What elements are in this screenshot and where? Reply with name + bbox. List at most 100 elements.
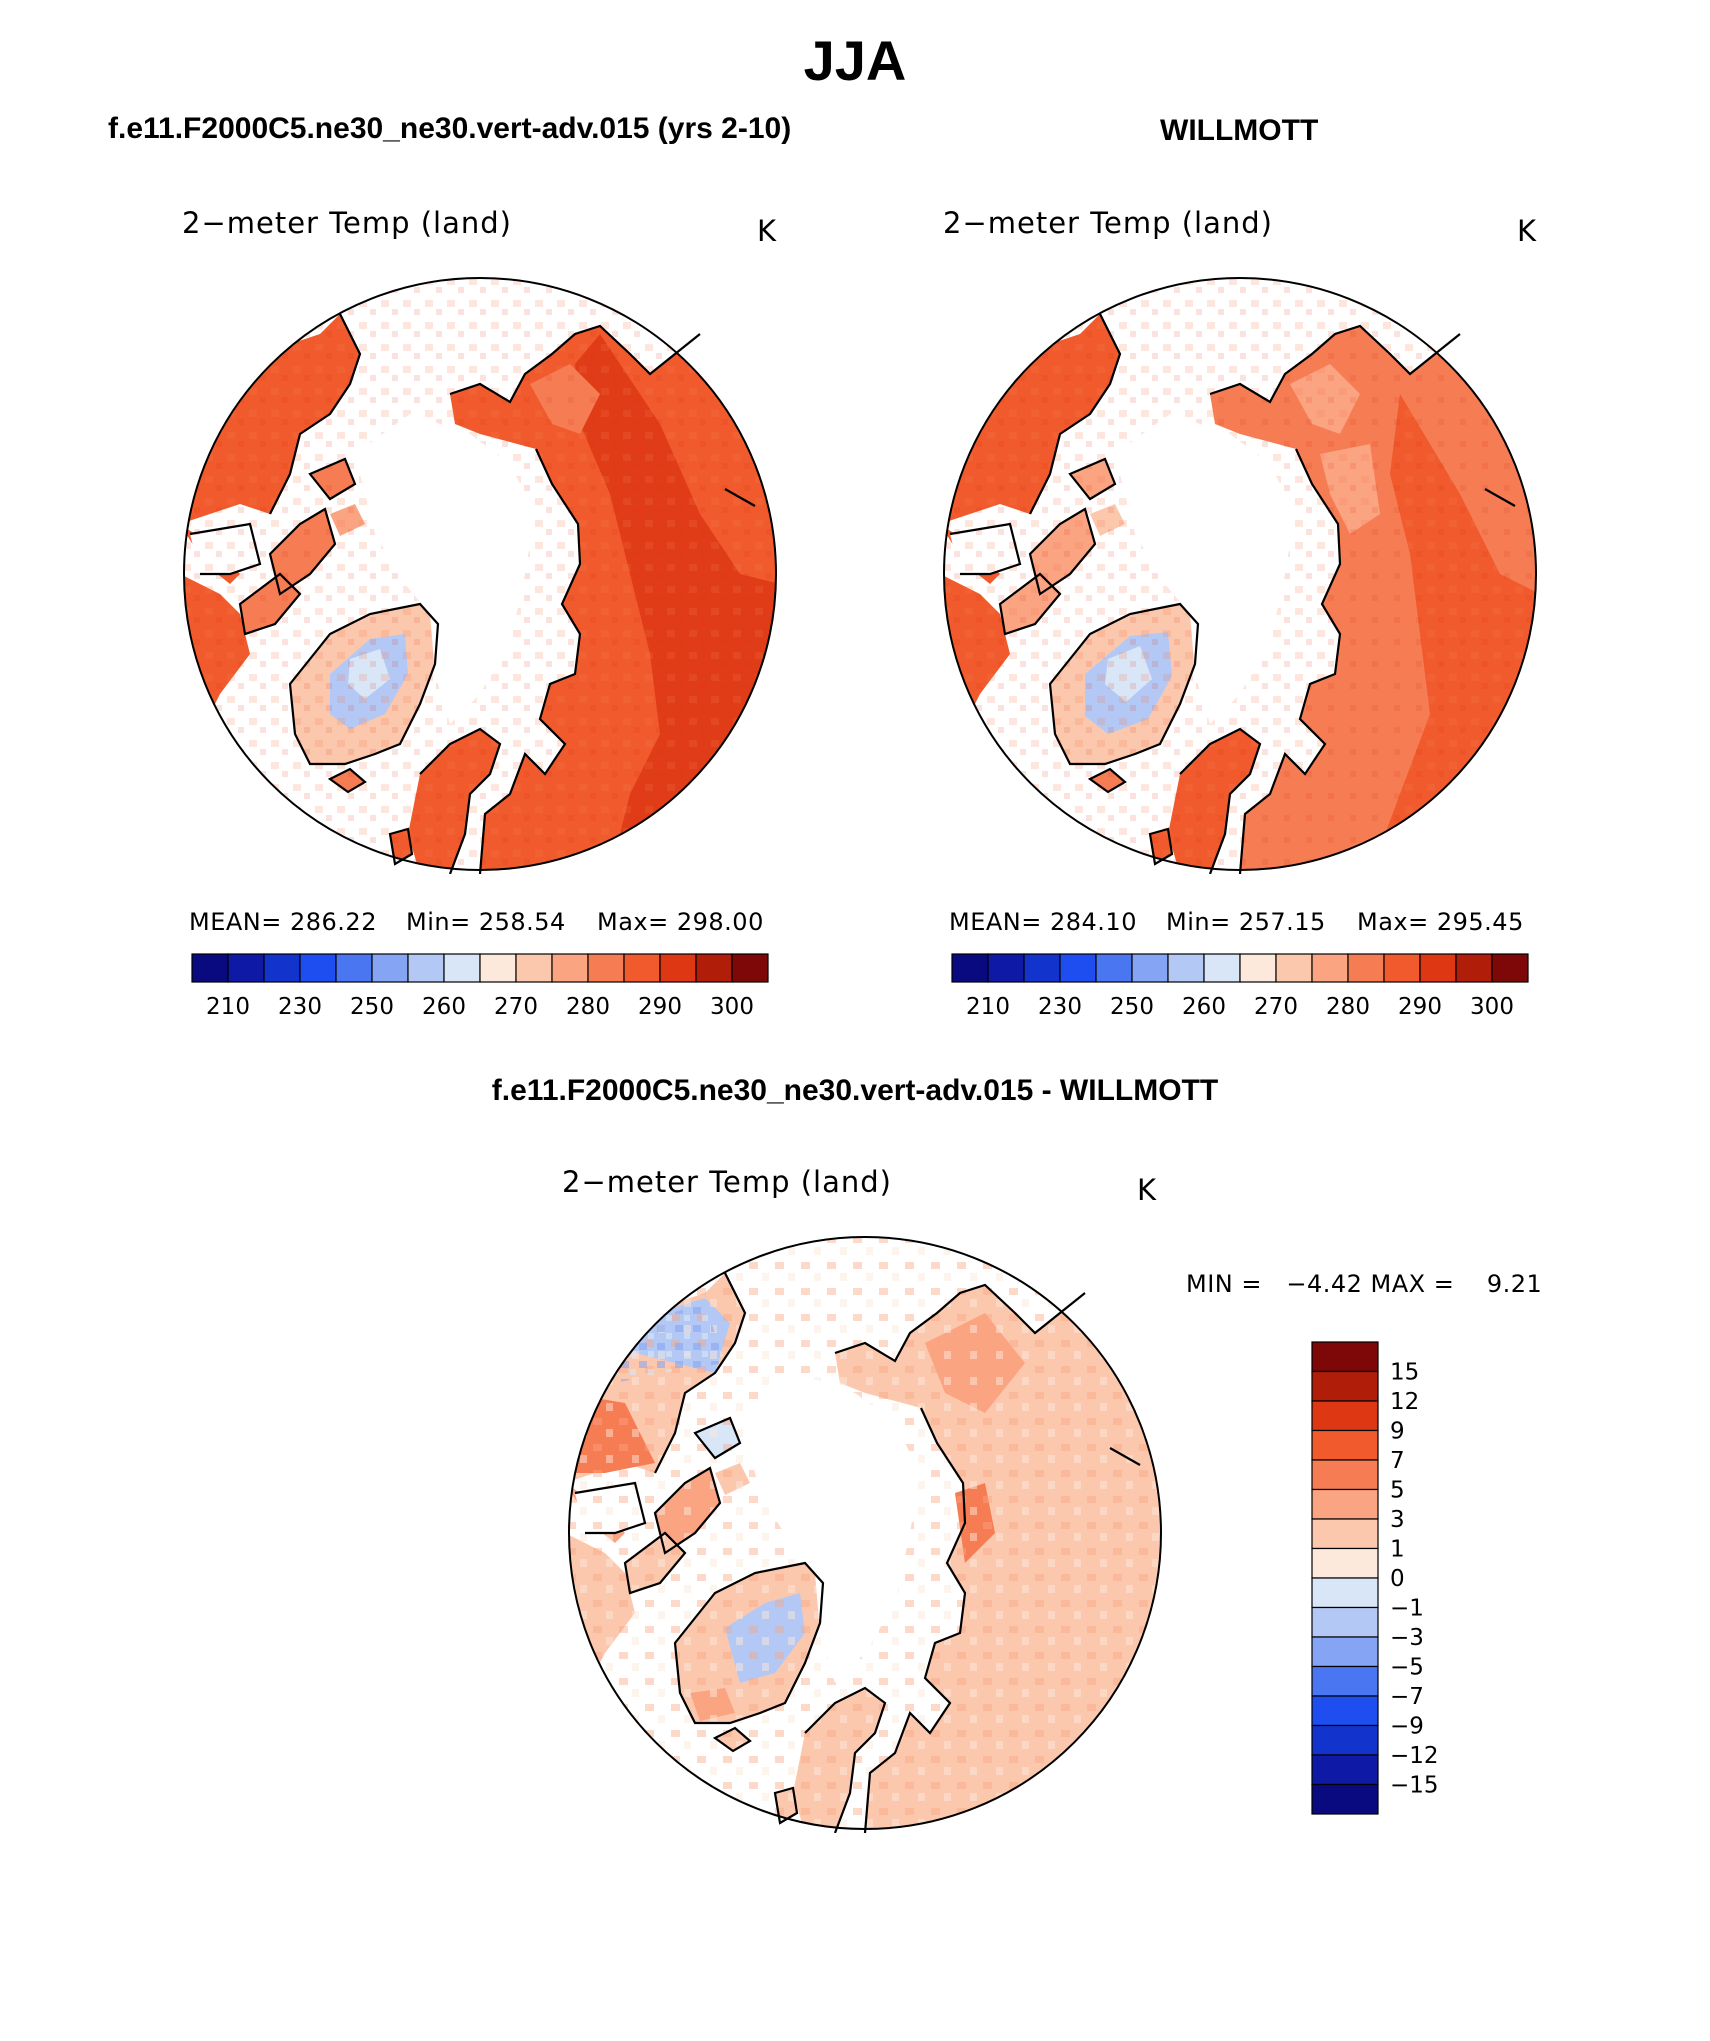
model-colorbar-labels: 210 230 250 260 270 280 290 300 xyxy=(206,994,754,1020)
model-max-text: Max= 298.00 xyxy=(597,908,764,936)
model-colorbar-swatch xyxy=(299,953,337,983)
model-colorbar-label: 270 xyxy=(494,994,538,1020)
model-polar-map xyxy=(183,277,777,874)
obs-colorbar-label: 270 xyxy=(1254,994,1298,1020)
diff-colorbar-swatch xyxy=(1311,1547,1379,1579)
model-colorbar-swatch xyxy=(227,953,265,983)
model-colorbar-label: 300 xyxy=(710,994,754,1020)
diff-colorbar-swatch xyxy=(1311,1783,1379,1815)
obs-colorbar-swatches xyxy=(951,953,1529,983)
obs-colorbar-swatch xyxy=(1455,953,1493,983)
model-colorbar-swatch xyxy=(335,953,373,983)
model-colorbar-swatch xyxy=(587,953,625,983)
diff-colorbar-label: −1 xyxy=(1390,1596,1424,1622)
model-colorbar-label: 260 xyxy=(422,994,466,1020)
diff-colorbar-swatches xyxy=(1311,1341,1379,1815)
obs-colorbar-swatch xyxy=(1239,953,1277,983)
diff-colorbar-label: −12 xyxy=(1390,1743,1439,1769)
model-colorbar-label: 290 xyxy=(638,994,682,1020)
obs-min-text: Min= 257.15 xyxy=(1166,908,1326,936)
obs-colorbar-swatch xyxy=(951,953,989,983)
diff-colorbar: 15 12 9 7 5 3 1 0 −1 −3 −5 −7 −9 −12 −15 xyxy=(1311,1341,1439,1815)
diff-colorbar-label: −5 xyxy=(1390,1655,1424,1681)
obs-colorbar-swatch xyxy=(1347,953,1385,983)
obs-heading: WILLMOTT xyxy=(1160,114,1319,147)
obs-colorbar-swatch xyxy=(1167,953,1205,983)
model-colorbar-swatch xyxy=(263,953,301,983)
model-colorbar-swatch xyxy=(659,953,697,983)
model-colorbar-label: 250 xyxy=(350,994,394,1020)
diff-minmax-text: MIN = −4.42 MAX = 9.21 xyxy=(1186,1270,1543,1298)
diff-colorbar-swatch xyxy=(1311,1695,1379,1727)
diff-colorbar-label: −9 xyxy=(1390,1714,1424,1740)
model-unit: K xyxy=(757,214,777,248)
model-colorbar-swatch xyxy=(191,953,229,983)
model-colorbar-swatch xyxy=(515,953,553,983)
diff-colorbar-label: −7 xyxy=(1390,1684,1424,1710)
diff-colorbar-label: 12 xyxy=(1390,1389,1419,1415)
model-heading: f.e11.F2000C5.ne30_ne30.vert-adv.015 (yr… xyxy=(108,112,792,145)
obs-colorbar-swatch xyxy=(1203,953,1241,983)
model-colorbar-label: 210 xyxy=(206,994,250,1020)
obs-colorbar-swatch xyxy=(1131,953,1169,983)
model-colorbar-swatch xyxy=(623,953,661,983)
obs-colorbar-label: 280 xyxy=(1326,994,1370,1020)
diff-unit: K xyxy=(1137,1173,1157,1207)
obs-colorbar-swatch xyxy=(1491,953,1529,983)
obs-colorbar-swatch xyxy=(1023,953,1061,983)
obs-colorbar-label: 300 xyxy=(1470,994,1514,1020)
model-colorbar-swatch xyxy=(551,953,589,983)
diff-colorbar-label: −15 xyxy=(1390,1773,1439,1799)
figure-title: JJA xyxy=(803,29,907,92)
obs-colorbar: 210 230 250 260 270 280 290 300 xyxy=(951,953,1529,1020)
diff-colorbar-swatch xyxy=(1311,1429,1379,1461)
diff-colorbar-swatch xyxy=(1311,1370,1379,1402)
diff-colorbar-label: 1 xyxy=(1390,1537,1405,1563)
obs-colorbar-swatch xyxy=(1311,953,1349,983)
model-colorbar-label: 280 xyxy=(566,994,610,1020)
obs-colorbar-label: 210 xyxy=(966,994,1010,1020)
diff-colorbar-labels: 15 12 9 7 5 3 1 0 −1 −3 −5 −7 −9 −12 −15 xyxy=(1390,1360,1439,1799)
diff-colorbar-swatch xyxy=(1311,1518,1379,1550)
obs-polar-map xyxy=(943,277,1537,874)
diff-colorbar-swatch xyxy=(1311,1724,1379,1756)
diff-colorbar-label: −3 xyxy=(1390,1625,1424,1651)
obs-colorbar-swatch xyxy=(1275,953,1313,983)
model-colorbar-swatch xyxy=(407,953,445,983)
diff-heading: f.e11.F2000C5.ne30_ne30.vert-adv.015 - W… xyxy=(491,1074,1219,1107)
model-colorbar-swatch xyxy=(371,953,409,983)
diff-colorbar-swatch xyxy=(1311,1606,1379,1638)
model-colorbar-swatch xyxy=(443,953,481,983)
diff-colorbar-label: 3 xyxy=(1390,1507,1405,1533)
obs-colorbar-labels: 210 230 250 260 270 280 290 300 xyxy=(966,994,1514,1020)
diff-colorbar-label: 15 xyxy=(1390,1360,1419,1386)
diff-field-title: 2−meter Temp (land) xyxy=(562,1165,892,1199)
model-field-title: 2−meter Temp (land) xyxy=(182,206,512,240)
obs-colorbar-swatch xyxy=(1095,953,1133,983)
obs-colorbar-swatch xyxy=(1419,953,1457,983)
obs-colorbar-label: 290 xyxy=(1398,994,1442,1020)
diff-colorbar-swatch xyxy=(1311,1488,1379,1520)
model-colorbar-swatch xyxy=(695,953,733,983)
diff-colorbar-label: 7 xyxy=(1390,1448,1405,1474)
diff-colorbar-label: 0 xyxy=(1390,1566,1405,1592)
model-colorbar-swatches xyxy=(191,953,769,983)
obs-colorbar-swatch xyxy=(987,953,1025,983)
obs-colorbar-label: 260 xyxy=(1182,994,1226,1020)
model-colorbar-swatch xyxy=(479,953,517,983)
obs-colorbar-label: 230 xyxy=(1038,994,1082,1020)
model-colorbar-label: 230 xyxy=(278,994,322,1020)
diff-colorbar-swatch xyxy=(1311,1754,1379,1786)
model-min-text: Min= 258.54 xyxy=(406,908,566,936)
model-mean-text: MEAN= 286.22 xyxy=(189,908,377,936)
diff-colorbar-swatch xyxy=(1311,1459,1379,1491)
diff-colorbar-swatch xyxy=(1311,1636,1379,1668)
obs-colorbar-label: 250 xyxy=(1110,994,1154,1020)
obs-colorbar-swatch xyxy=(1059,953,1097,983)
diff-colorbar-label: 5 xyxy=(1390,1478,1405,1504)
obs-field-title: 2−meter Temp (land) xyxy=(943,206,1273,240)
diff-colorbar-swatch xyxy=(1311,1341,1379,1373)
obs-colorbar-swatch xyxy=(1383,953,1421,983)
model-colorbar: 210 230 250 260 270 280 290 300 xyxy=(191,953,769,1020)
obs-unit: K xyxy=(1517,214,1537,248)
